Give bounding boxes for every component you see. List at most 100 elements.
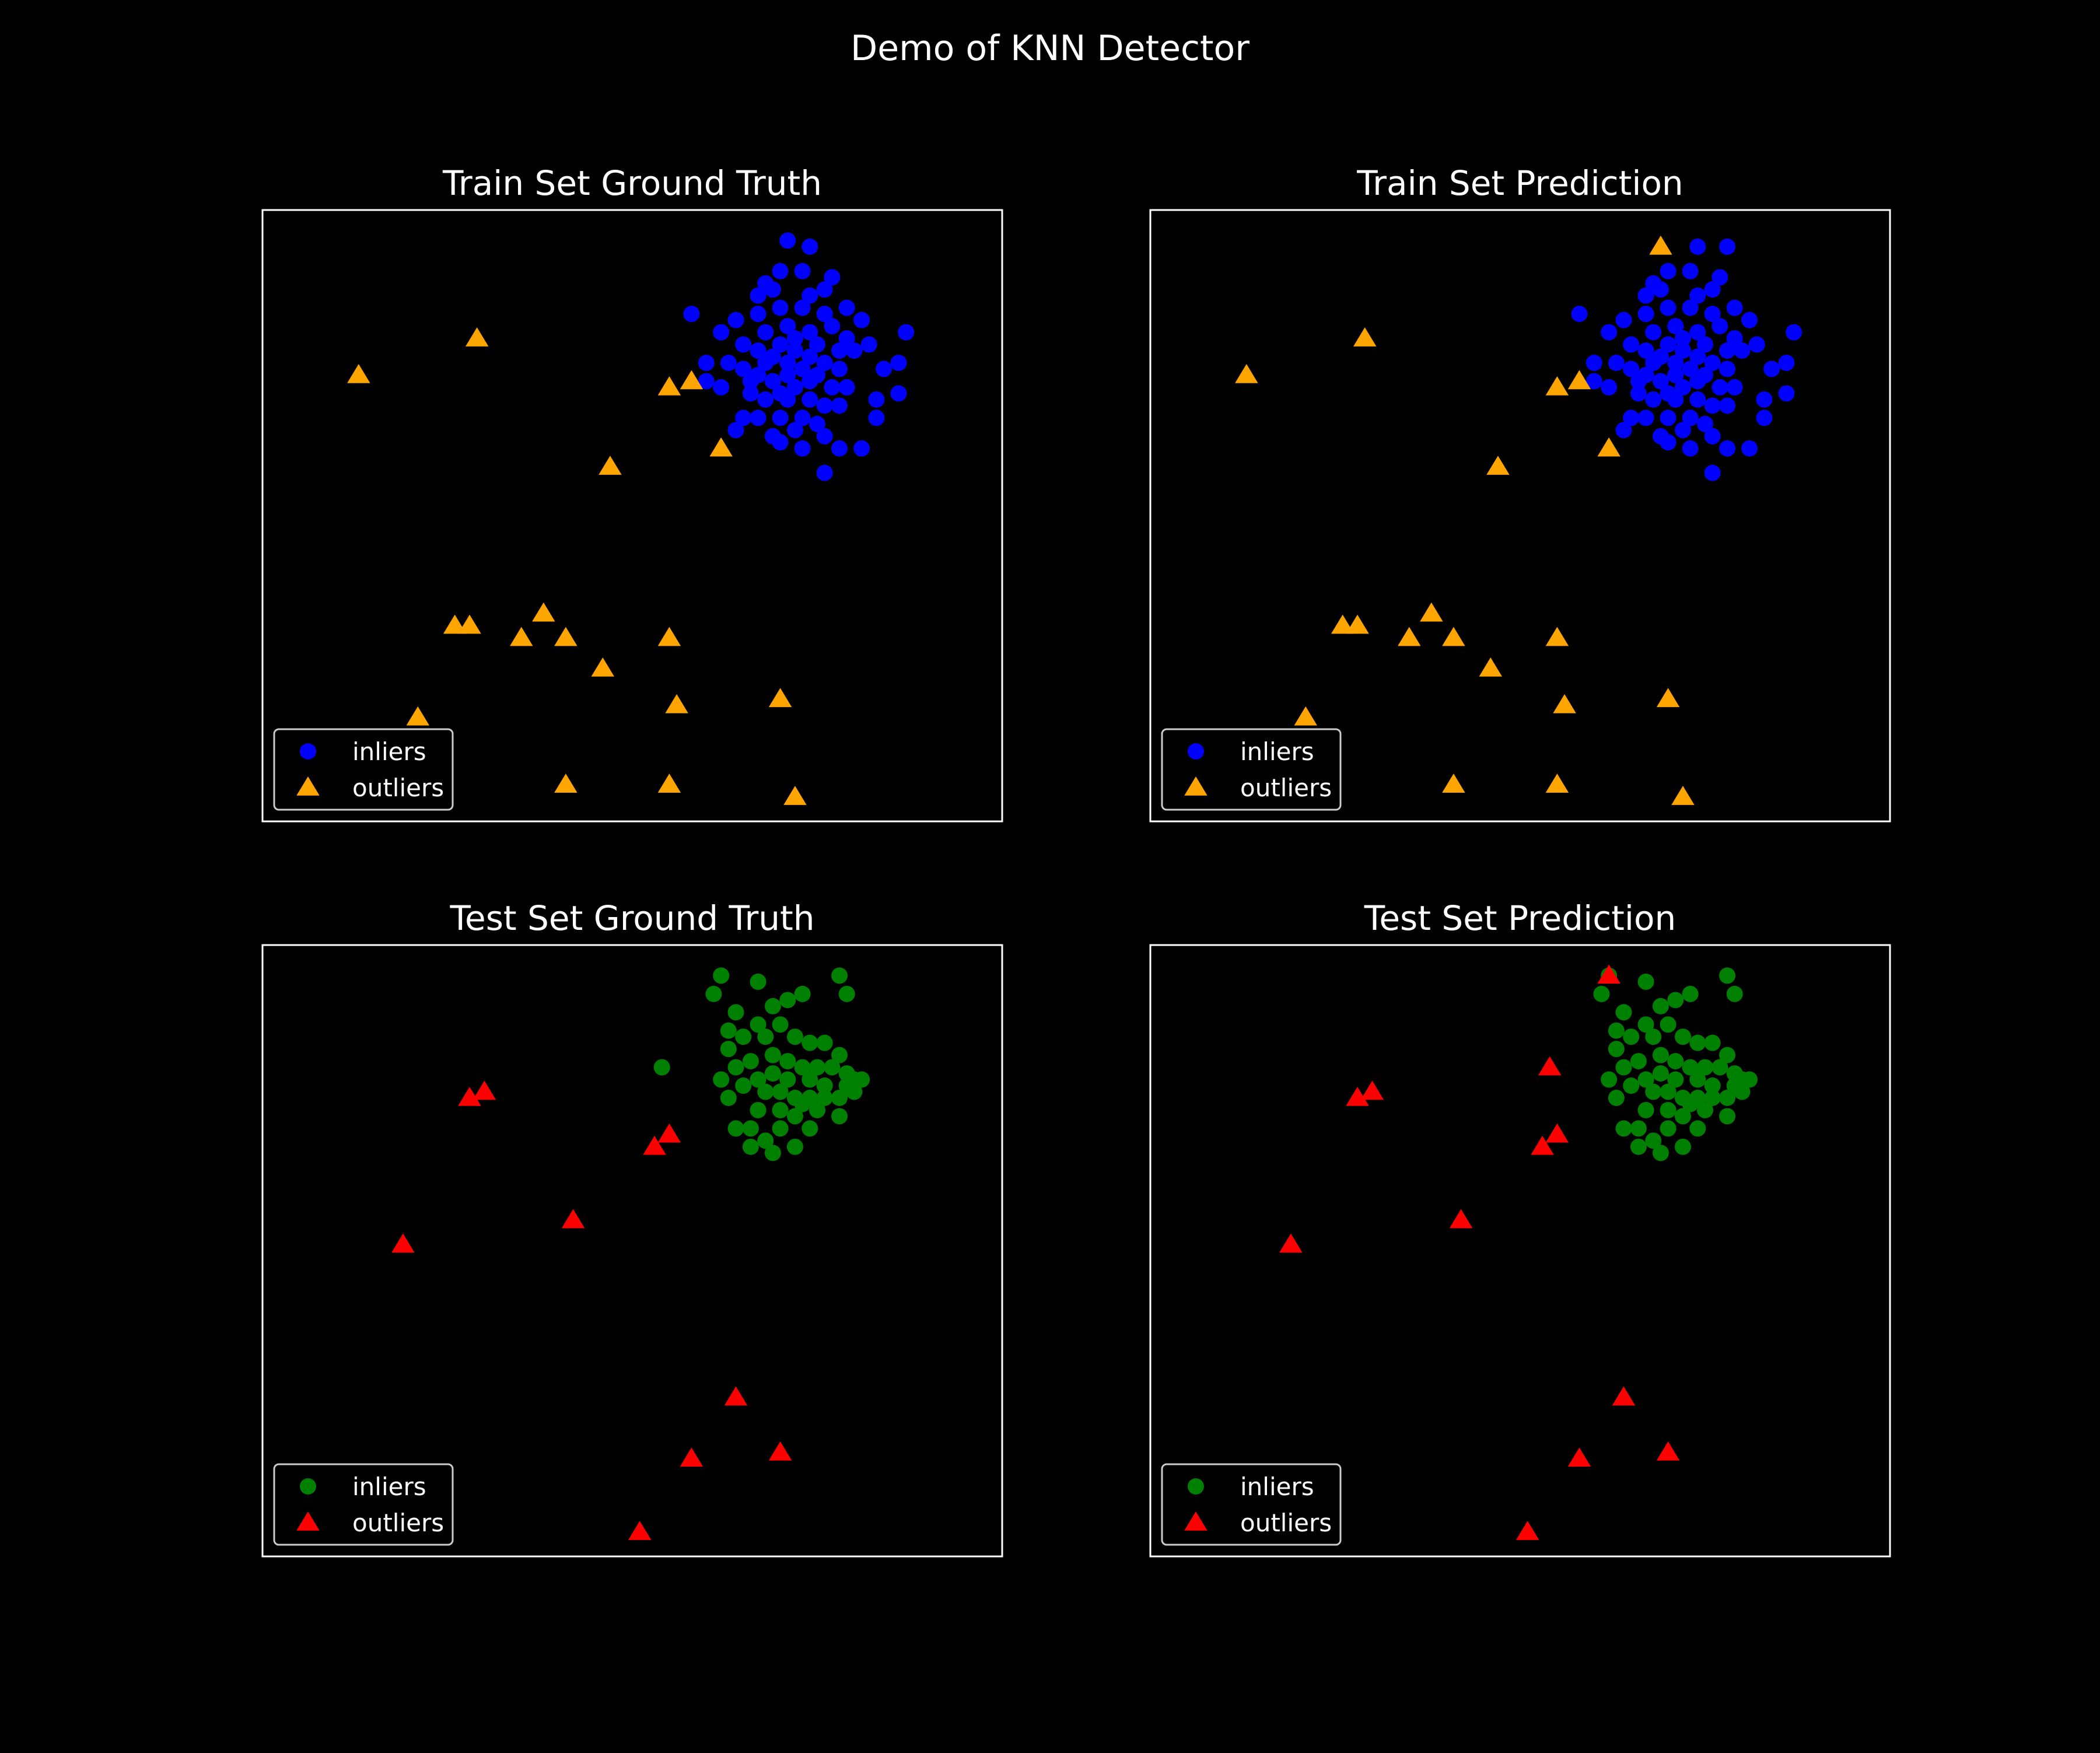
- inliers-point: [1697, 415, 1713, 432]
- inliers-point: [831, 440, 848, 457]
- inliers-point: [802, 348, 818, 365]
- panel-1: Train Set Ground Truth inliers outliers: [261, 163, 1003, 823]
- inliers-point: [1719, 1090, 1736, 1106]
- inliers-point: [1660, 385, 1676, 402]
- inliers-point: [786, 1108, 803, 1125]
- inliers-point: [1704, 464, 1721, 481]
- outliers-point: [1516, 1521, 1539, 1540]
- inliers-point: [764, 373, 781, 390]
- legend-marker-inliers: [300, 743, 316, 760]
- inliers-point: [1719, 440, 1736, 457]
- inliers-point: [727, 1004, 744, 1021]
- inliers-point: [779, 232, 796, 249]
- inliers-point: [1586, 355, 1602, 371]
- outliers-point: [783, 786, 807, 805]
- panel-title: Train Set Ground Truth: [442, 163, 822, 203]
- inliers-point: [1652, 1047, 1669, 1063]
- inliers-point: [1593, 985, 1610, 1002]
- inliers-point: [1697, 1059, 1713, 1076]
- inliers-point: [1652, 1065, 1669, 1082]
- legend: inliers outliers: [1161, 728, 1342, 811]
- inliers-point: [1667, 366, 1684, 383]
- inliers-point: [772, 410, 789, 426]
- inliers-point: [1719, 361, 1736, 377]
- legend-box: [1161, 728, 1342, 811]
- inliers-point: [713, 967, 730, 984]
- inliers-point: [786, 379, 803, 396]
- inliers-point: [794, 1059, 811, 1076]
- inliers-point: [876, 361, 892, 377]
- inliers-point: [1674, 422, 1691, 439]
- inliers-point: [1689, 324, 1706, 341]
- inliers-point: [831, 1090, 848, 1106]
- inliers-point: [764, 1065, 781, 1082]
- outliers-point: [1279, 1233, 1303, 1253]
- outliers-point: [1294, 706, 1317, 726]
- inliers-point: [1674, 1138, 1691, 1155]
- legend-label-outliers: outliers: [352, 774, 444, 802]
- legend-marker-inliers: [1188, 1478, 1204, 1495]
- inliers-point: [653, 1059, 670, 1076]
- inliers-point: [757, 391, 774, 408]
- inliers-point: [1637, 306, 1654, 323]
- inliers-point: [838, 985, 855, 1002]
- inliers-point: [1741, 440, 1758, 457]
- legend-marker-inliers: [300, 1478, 316, 1495]
- inliers-point: [727, 1059, 744, 1076]
- outliers-point: [1567, 370, 1591, 390]
- inliers-point: [831, 1047, 848, 1063]
- inliers-point: [786, 330, 803, 347]
- outliers-point: [768, 688, 792, 708]
- inliers-point: [1623, 1028, 1640, 1045]
- outliers-point: [657, 1123, 681, 1143]
- inliers-point: [779, 1053, 796, 1070]
- inliers-point: [868, 391, 885, 408]
- inliers-point: [750, 306, 766, 323]
- inliers-point: [816, 1034, 833, 1051]
- inliers-point: [860, 336, 877, 353]
- inliers-point: [1689, 391, 1706, 408]
- legend-label-outliers: outliers: [352, 1509, 444, 1537]
- inliers-point: [1697, 366, 1713, 383]
- inliers-point: [1734, 1083, 1751, 1100]
- inliers-point: [809, 1059, 825, 1076]
- inliers-point: [794, 410, 811, 426]
- outliers-point: [709, 437, 733, 457]
- inliers-point: [898, 324, 915, 341]
- inliers-point: [824, 379, 841, 396]
- inliers-point: [1667, 1071, 1684, 1088]
- outliers-point: [657, 774, 681, 793]
- outliers-point: [657, 627, 681, 646]
- legend-label-inliers: inliers: [352, 737, 426, 766]
- legend-label-inliers: inliers: [1240, 737, 1314, 766]
- inliers-point: [802, 287, 818, 304]
- inliers-point: [1674, 342, 1691, 359]
- inliers-point: [786, 1138, 803, 1155]
- inliers-point: [772, 1083, 789, 1100]
- outliers-point: [657, 376, 681, 396]
- inliers-point: [1674, 379, 1691, 396]
- inliers-point: [1682, 1059, 1699, 1076]
- outliers-point: [1597, 964, 1620, 984]
- inliers-point: [1667, 318, 1684, 335]
- outliers-point: [1479, 657, 1502, 677]
- inliers-point: [1756, 410, 1773, 426]
- inliers-point: [705, 985, 722, 1002]
- inliers-point: [890, 385, 907, 402]
- inliers-point: [1637, 287, 1654, 304]
- inliers-point: [802, 1034, 818, 1051]
- outliers-point: [1442, 774, 1465, 793]
- inliers-point: [1719, 1108, 1736, 1125]
- inliers-point: [683, 306, 700, 323]
- inliers-point: [713, 1071, 730, 1088]
- inliers-point: [713, 324, 730, 341]
- inliers-point: [838, 330, 855, 347]
- legend-marker-outliers: [1184, 1511, 1208, 1531]
- inliers-point: [772, 336, 789, 353]
- inliers-point: [868, 410, 885, 426]
- inliers-point: [727, 422, 744, 439]
- outliers-point: [1486, 456, 1510, 475]
- outliers-point: [1398, 627, 1421, 646]
- outliers-point: [1553, 694, 1576, 713]
- inliers-point: [1726, 985, 1743, 1002]
